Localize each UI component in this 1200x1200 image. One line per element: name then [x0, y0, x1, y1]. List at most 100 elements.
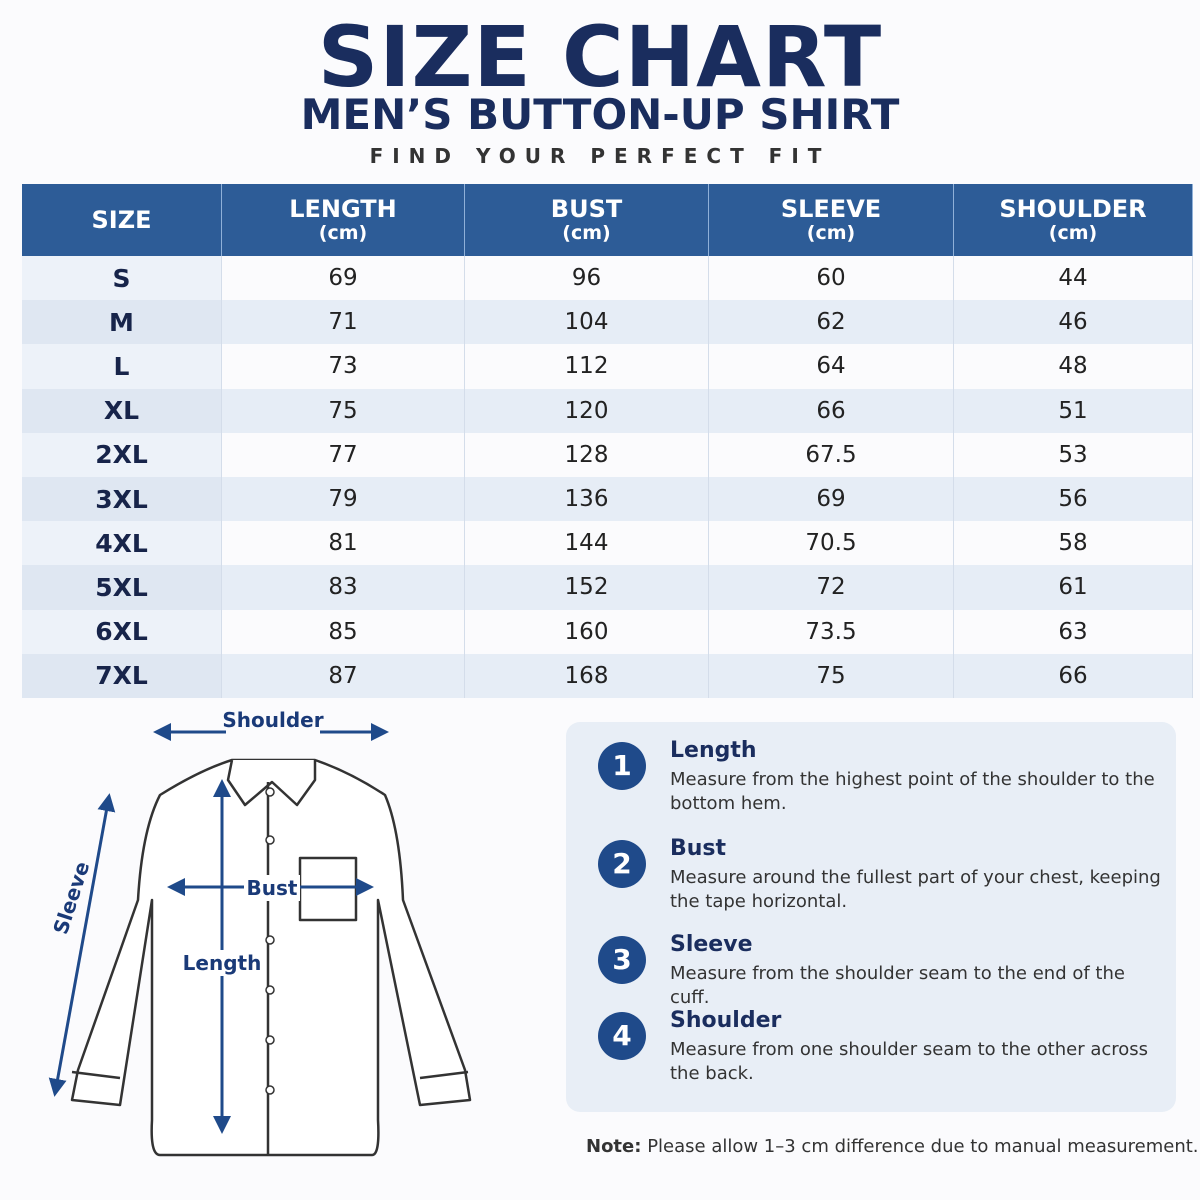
cell: 160: [464, 609, 709, 654]
column-unit: (cm): [318, 221, 368, 244]
cell: 44: [953, 256, 1193, 301]
size-cell: 3XL: [22, 476, 222, 522]
cell: 51: [953, 388, 1193, 433]
cell: 67.5: [708, 432, 954, 477]
cell: 81: [221, 521, 465, 566]
note: Note: Please allow 1–3 cm difference due…: [586, 1136, 1199, 1157]
step-number: 4: [598, 1012, 646, 1060]
cell: 66: [953, 653, 1193, 698]
cell: 48: [953, 344, 1193, 389]
column-header: SIZE: [22, 184, 222, 256]
size-cell: 6XL: [22, 609, 222, 654]
cell: 64: [708, 344, 954, 389]
cell: 128: [464, 432, 709, 477]
column-name: SHOULDER: [999, 195, 1147, 224]
cell: 96: [464, 256, 709, 301]
cell: 62: [708, 300, 954, 345]
cell: 66: [708, 388, 954, 433]
cell: 60: [708, 256, 954, 301]
step-number: 1: [598, 742, 646, 790]
cell: 87: [221, 653, 465, 698]
cell: 168: [464, 653, 709, 698]
tagline: FIND YOUR PERFECT FIT: [369, 144, 831, 168]
step-title: Sleeve: [670, 932, 753, 957]
size-cell: 7XL: [22, 653, 222, 698]
step-text: Measure around the fullest part of your …: [670, 867, 1161, 912]
column-unit: (cm): [562, 221, 611, 244]
cell: 120: [464, 388, 709, 433]
column-header: LENGTH (cm): [221, 184, 465, 256]
column-unit: (cm): [1048, 221, 1098, 244]
subtitle: MEN’S BUTTON-UP SHIRT: [300, 90, 900, 139]
step-title: Shoulder: [670, 1008, 782, 1033]
cell: 71: [221, 300, 465, 345]
step-number: 3: [598, 936, 646, 984]
cell: 72: [708, 565, 954, 610]
column-name: BUST: [550, 195, 623, 224]
shoulder-label: Shoulder: [222, 708, 323, 732]
step-number: 2: [598, 840, 646, 888]
cell: 70.5: [708, 521, 954, 566]
cell: 77: [221, 432, 465, 477]
cell: 69: [708, 476, 954, 522]
step-title: Length: [670, 738, 757, 763]
size-cell: 2XL: [22, 432, 222, 477]
title: SIZE CHART: [317, 8, 883, 106]
cell: 75: [708, 653, 954, 698]
cell: 104: [464, 300, 709, 345]
cell: 73: [221, 344, 465, 389]
step-title: Bust: [670, 836, 727, 861]
column-name: SIZE: [91, 205, 152, 234]
cell: 144: [464, 521, 709, 566]
size-cell: 4XL: [22, 521, 222, 566]
cell: 112: [464, 344, 709, 389]
column-name: SLEEVE: [780, 195, 882, 224]
cell: 53: [953, 432, 1193, 477]
cell: 79: [221, 476, 465, 522]
size-table: SIZE LENGTH (cm) BUST (cm) SLEEVE (cm) SHOULDER…: [22, 184, 1193, 698]
table-row: XL 75 120 66 51: [22, 388, 1193, 433]
note-label: Note:: [586, 1136, 642, 1157]
column-header: SHOULDER (cm): [953, 184, 1193, 256]
size-cell: XL: [22, 388, 222, 433]
shirt-diagram: Shoulder Sleeve Bust Length: [48, 708, 472, 1157]
cell: 56: [953, 476, 1193, 522]
table-row: 6XL 85 160 73.5 63: [22, 609, 1193, 654]
table-body: S 69 96 60 44 M 71 104 62 46 L 73 112 64 48 XL 75 120 66 51…: [22, 256, 1193, 698]
step-text: Measure from the shoulder seam to the en…: [670, 963, 1125, 1008]
cell: 69: [221, 256, 465, 301]
length-label: Length: [183, 951, 262, 975]
cell: 73.5: [708, 609, 954, 654]
step-text: Measure from the highest point of the sh…: [670, 769, 1155, 814]
header-row: SIZE LENGTH (cm) BUST (cm) SLEEVE (cm) SHOULDER…: [22, 184, 1193, 256]
size-cell: 5XL: [22, 565, 222, 610]
cell: 46: [953, 300, 1193, 345]
cell: 136: [464, 476, 709, 522]
column-unit: (cm): [806, 221, 856, 244]
cell: 61: [953, 565, 1193, 610]
cell: 83: [221, 565, 465, 610]
instructions-panel: 1 Length Measure from the highest point of…: [566, 722, 1176, 1112]
table-row: 7XL 87 168 75 66: [22, 653, 1193, 698]
table-row: L 73 112 64 48: [22, 344, 1193, 389]
cell: 58: [953, 521, 1193, 566]
step-text: Measure from one shoulder seam to the ot…: [670, 1039, 1149, 1084]
table-row: 4XL 81 144 70.5 58: [22, 521, 1193, 566]
table-row: 2XL 77 128 67.5 53: [22, 432, 1193, 477]
column-name: LENGTH: [289, 195, 397, 224]
cell: 63: [953, 609, 1193, 654]
table-row: 3XL 79 136 69 56: [22, 476, 1193, 522]
table-row: M 71 104 62 46: [22, 300, 1193, 345]
table-row: 5XL 83 152 72 61: [22, 565, 1193, 610]
cell: 75: [221, 388, 465, 433]
table-row: S 69 96 60 44: [22, 256, 1193, 301]
sleeve-label: Sleeve: [48, 858, 94, 937]
column-header: SLEEVE (cm): [708, 184, 954, 256]
bust-label: Bust: [247, 876, 298, 900]
size-cell: S: [22, 256, 222, 301]
column-header: BUST (cm): [464, 184, 709, 256]
size-cell: L: [22, 344, 222, 389]
note-text: Please allow 1–3 cm difference due to ma…: [647, 1136, 1199, 1157]
cell: 152: [464, 565, 709, 610]
